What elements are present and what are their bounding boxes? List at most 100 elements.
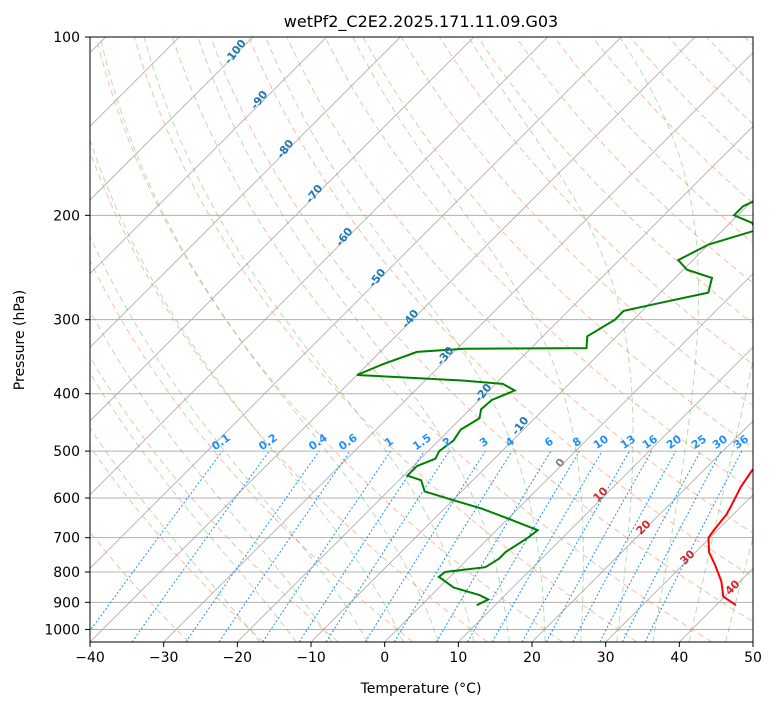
isotherm (90, 37, 254, 201)
x-tick-label: 40 (670, 650, 688, 666)
dry-adiabat (706, 37, 753, 86)
moist-adiabat (90, 309, 333, 642)
x-tick-label: 50 (744, 650, 762, 666)
dewpoint-line (356, 200, 753, 607)
x-tick-label: −10 (296, 650, 326, 666)
dry-adiabat (210, 37, 753, 623)
mixing-ratio-line (435, 450, 552, 642)
isotherm (163, 52, 753, 642)
moist-adiabat (90, 235, 369, 642)
isotherm (752, 641, 753, 642)
mixing-ratio-line (599, 450, 701, 642)
dry-adiabat (90, 150, 488, 642)
mixing-ratio-line (521, 450, 630, 642)
chart-title: wetPf2_C2E2.2025.171.11.09.G03 (284, 12, 558, 32)
mixing-ratio-label: 6 (542, 434, 556, 449)
y-tick-label: 100 (53, 30, 80, 46)
mixing-ratio-line (262, 450, 392, 642)
mixing-ratio-label: 10 (591, 432, 611, 452)
y-tick-label: 600 (53, 491, 80, 507)
moist-adiabat (467, 37, 634, 642)
isotherm (90, 37, 401, 348)
plot-frame (89, 36, 754, 643)
mixing-ratio-line (393, 450, 513, 642)
dry-adiabat (90, 356, 339, 642)
mixing-ratio-line (545, 450, 653, 642)
isotherm (605, 494, 753, 642)
y-tick-label: 1000 (44, 622, 80, 638)
moist-adiabat (90, 427, 261, 642)
isotherm (458, 346, 753, 642)
dry-adiabat (286, 37, 753, 534)
y-axis-label: Pressure (hPa) (12, 290, 28, 390)
dry-adiabat (515, 37, 753, 284)
mixing-ratio-label: 25 (689, 432, 709, 451)
x-tick-label: −40 (75, 650, 105, 666)
dry-adiabat-label: 40 (723, 577, 743, 597)
isotherm (384, 273, 753, 642)
line-labels: 0.1 0.2 0.4 0.6 1 1.5 2 3 4 6 8 10 13 16 20 25 30 36-100-… (209, 37, 751, 598)
background-lines (90, 37, 753, 642)
x-tick-label: 30 (597, 650, 615, 666)
moist-adiabat-label: -40 (399, 307, 422, 331)
x-tick-label: −30 (149, 650, 179, 666)
moist-adiabat-label: -10 (509, 414, 532, 438)
dry-adiabat (171, 37, 712, 642)
isotherm (90, 37, 622, 569)
moist-adiabat (265, 37, 546, 642)
moist-adiabat-label: 0 (553, 456, 568, 470)
isotherm (90, 37, 475, 422)
mixing-ratio-label: 1.5 (410, 431, 433, 453)
isotherm (90, 37, 696, 642)
dry-adiabat-label: 30 (678, 547, 698, 567)
moist-adiabat (688, 358, 753, 642)
isotherm (531, 420, 753, 642)
moist-adiabat-label: -80 (274, 137, 297, 161)
mixing-ratio-label: 36 (731, 432, 751, 452)
mixing-ratio-label: 0.1 (209, 431, 232, 453)
isotherm (90, 37, 327, 275)
y-tick-label: 500 (53, 444, 80, 460)
moist-adiabat (143, 37, 475, 642)
y-tick-label: 900 (53, 595, 80, 611)
mixing-ratio-label: 8 (570, 435, 584, 450)
mixing-ratio-line (298, 450, 425, 642)
moist-adiabat-label: -30 (434, 344, 457, 368)
y-tick-label: 700 (53, 531, 80, 547)
mixing-ratio-line (131, 450, 270, 642)
y-tick-label: 300 (53, 313, 80, 329)
isotherm (90, 37, 548, 496)
dry-adiabat (248, 37, 753, 578)
mixing-ratio-line (644, 450, 743, 642)
dry-adiabat-label: 10 (591, 484, 611, 504)
y-tick-label: 800 (53, 565, 80, 581)
mixing-ratio-line (90, 450, 223, 632)
moist-adiabat (90, 138, 404, 642)
series-lines (356, 200, 753, 607)
x-tick-label: 20 (523, 650, 541, 666)
moist-adiabat-label: -50 (366, 266, 389, 290)
isotherm (679, 567, 753, 642)
moist-adiabat-label: -100 (222, 37, 249, 67)
axes: −40 −30 −20 −10 0 10 20 30 40 5010009008007006005… (44, 30, 762, 666)
moist-adiabat (725, 536, 753, 642)
dry-adiabat (90, 445, 264, 642)
dry-adiabat (324, 37, 753, 491)
moist-adiabat (619, 37, 699, 642)
mixing-ratio-label: 0.4 (306, 431, 330, 453)
mixing-ratio-label: 30 (710, 432, 730, 452)
moist-adiabat-label: -60 (333, 225, 356, 249)
mixing-ratio-label: 20 (664, 432, 684, 452)
moist-adiabat-label: -70 (303, 182, 326, 206)
x-tick-label: 0 (380, 650, 389, 666)
mixing-ratio-line (218, 450, 351, 642)
y-tick-label: 200 (53, 208, 80, 224)
moist-adiabat-label: -90 (248, 88, 271, 112)
mixing-ratio-line (572, 450, 677, 642)
x-tick-label: −20 (223, 650, 253, 666)
moist-adiabat (99, 37, 439, 642)
dry-adiabat (90, 259, 414, 642)
mixing-ratio-label: 13 (618, 432, 638, 451)
